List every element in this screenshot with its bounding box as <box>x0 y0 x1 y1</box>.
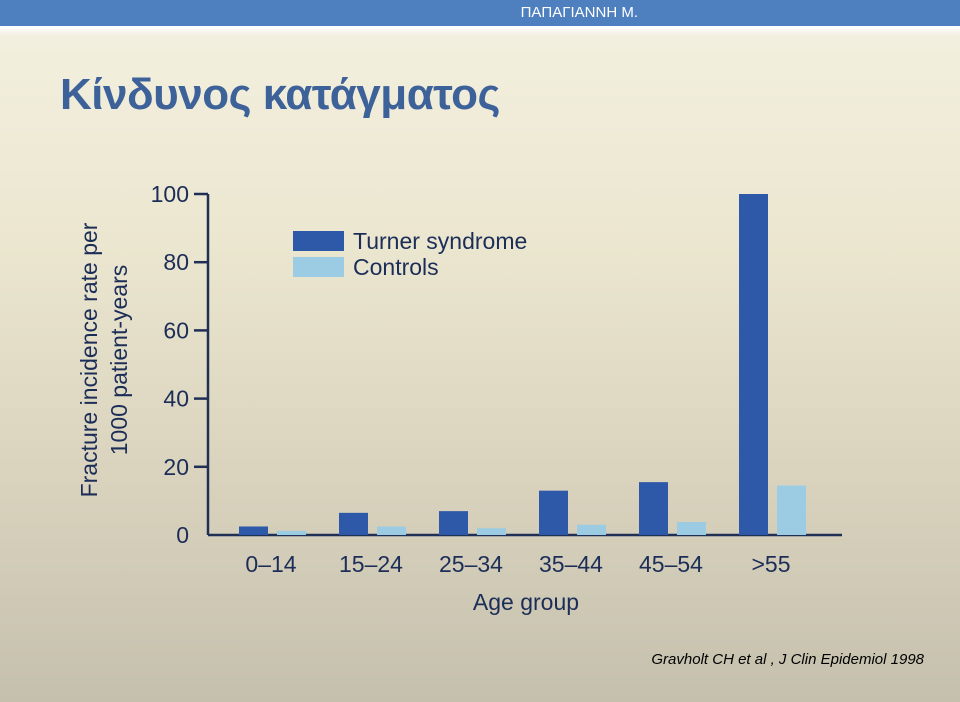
bar-turner <box>439 511 468 535</box>
bar-controls <box>277 530 306 535</box>
y-tick-label: 20 <box>163 454 189 480</box>
bar-turner <box>739 194 768 535</box>
header-bar <box>0 0 960 26</box>
y-tick-label: 100 <box>151 181 189 207</box>
citation: Gravholt CH et al , J Clin Epidemiol 199… <box>651 651 924 668</box>
legend-label: Controls <box>353 254 439 280</box>
author-label: ΠΑΠΑΓΙΑΝΝΗ Μ. <box>520 4 638 21</box>
y-tick-label: 60 <box>163 317 189 343</box>
bar-turner <box>339 512 368 535</box>
bar-turner <box>539 490 568 535</box>
x-axis: 0–14 15–24 25–34 35–44 45–54 >55 <box>208 533 842 577</box>
slide-title: Κίνδυνος κατάγματος <box>60 70 500 119</box>
x-tick-label: 15–24 <box>339 551 403 577</box>
x-tick-label: 35–44 <box>539 551 603 577</box>
y-tick-label: 80 <box>163 249 189 275</box>
y-tick-label: 0 <box>176 522 189 548</box>
x-axis-title: Age group <box>473 589 579 615</box>
legend-swatch <box>293 257 344 277</box>
legend-label: Turner syndrome <box>353 228 527 254</box>
y-tick-label: 40 <box>163 386 189 412</box>
bar-controls <box>677 522 706 535</box>
legend-swatch <box>293 231 344 251</box>
bar-controls <box>777 485 806 535</box>
x-tick-label: >55 <box>751 551 790 577</box>
bar-turner <box>639 482 668 535</box>
bar-controls <box>577 524 606 535</box>
bars <box>239 194 806 535</box>
bar-controls <box>477 528 506 535</box>
x-tick-label: 0–14 <box>245 551 296 577</box>
y-axis-title-line: Fracture incidence rate per <box>76 222 102 497</box>
y-axis: 0 20 40 60 80 100 <box>151 181 210 548</box>
x-tick-label: 45–54 <box>639 551 703 577</box>
header-divider <box>0 26 960 36</box>
bar-controls <box>377 526 406 535</box>
y-axis-title: Fracture incidence rate per 1000 patient-… <box>76 222 132 497</box>
bar-turner <box>239 526 268 535</box>
x-tick-label: 25–34 <box>439 551 503 577</box>
y-axis-title-line: 1000 patient-years <box>106 265 132 456</box>
